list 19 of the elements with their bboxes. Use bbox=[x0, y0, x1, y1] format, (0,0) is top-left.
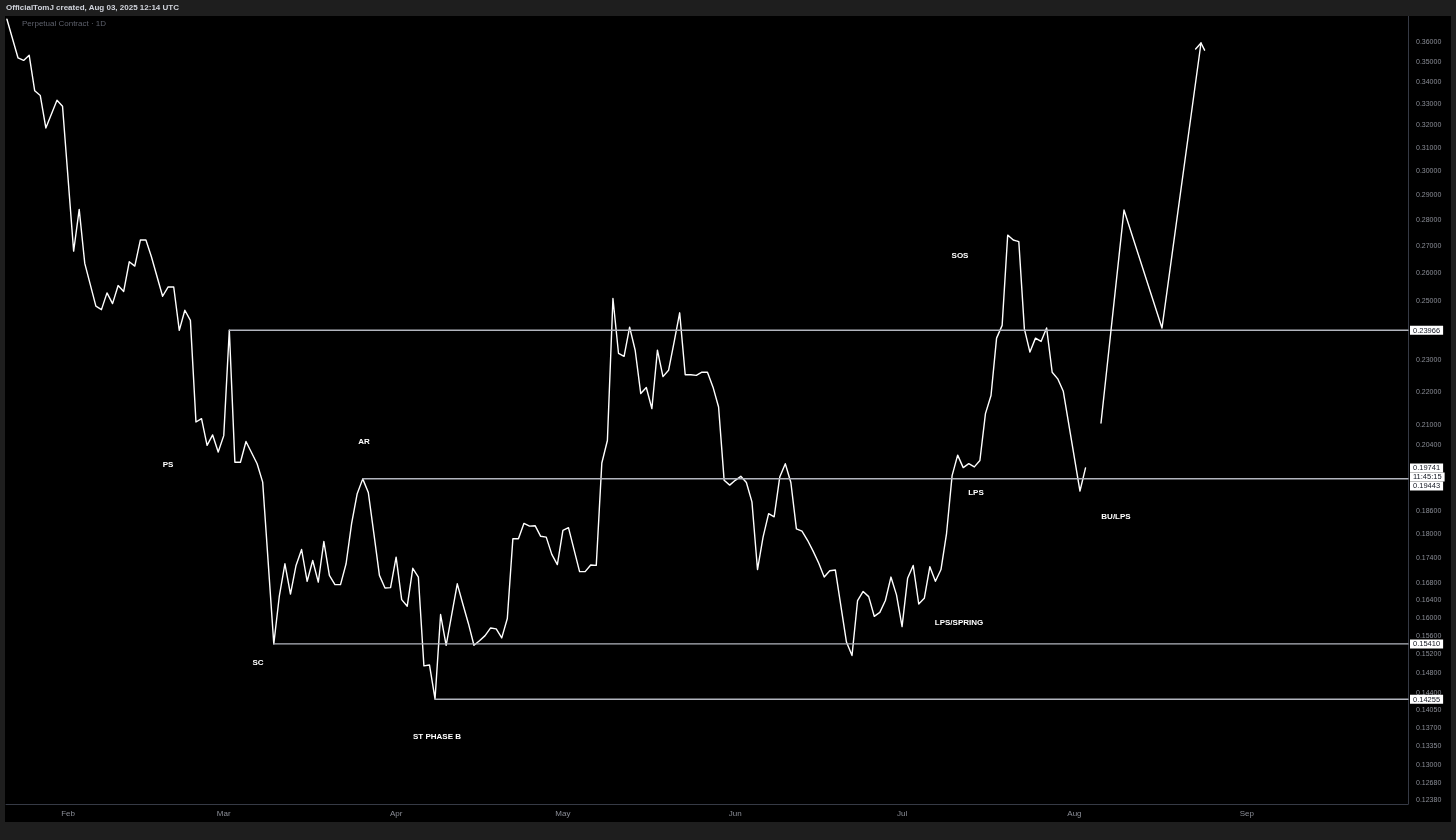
annotation: LPS/SPRING bbox=[934, 617, 984, 627]
annotation: PS bbox=[162, 459, 174, 469]
annotation: BU/LPS bbox=[1101, 511, 1132, 521]
annotation: ST PHASE B bbox=[412, 731, 462, 741]
x-tick-label: Aug bbox=[1067, 808, 1082, 818]
x-tick-label: Sep bbox=[1239, 808, 1255, 818]
x-tick-label: May bbox=[555, 808, 571, 818]
x-tick-label: Feb bbox=[61, 808, 76, 818]
annotation: AR bbox=[358, 436, 370, 446]
x-tick-label: Apr bbox=[389, 808, 403, 818]
x-tick-label: Jul bbox=[896, 808, 908, 818]
chart-title: Perpetual Contract · 1D bbox=[22, 18, 107, 28]
annotation: SOS bbox=[951, 250, 970, 260]
text: OfficialTomJ created, Aug 03, 2025 12:14 UTC bbox=[6, 2, 179, 14]
annotation: SC bbox=[252, 657, 264, 667]
x-tick-label: Jun bbox=[728, 808, 742, 818]
line-series bbox=[6, 18, 1087, 700]
x-tick-label: Mar bbox=[216, 808, 231, 818]
annotation: LPS bbox=[968, 487, 985, 497]
